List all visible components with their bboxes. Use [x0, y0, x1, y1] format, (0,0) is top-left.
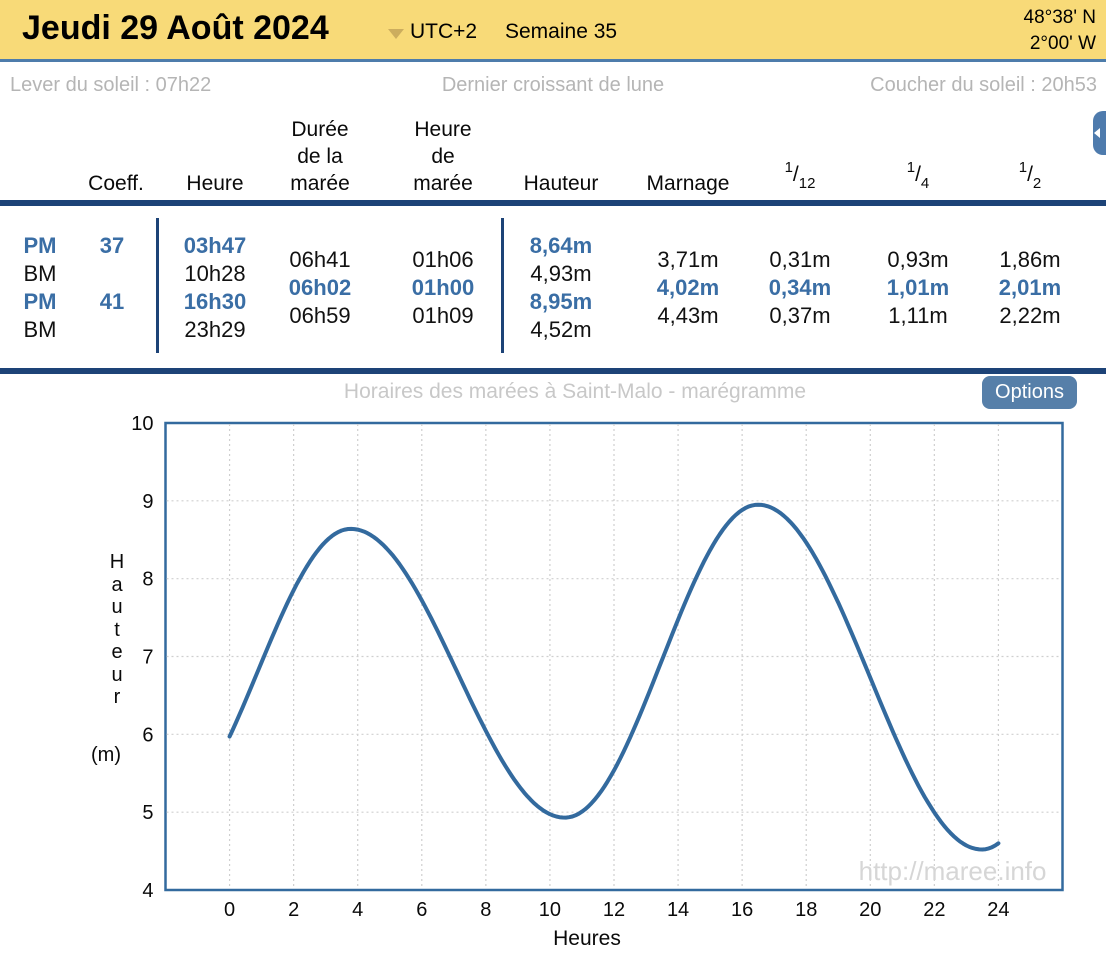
- tide-duration: 06h41: [289, 247, 351, 272]
- x-tick-label: 20: [859, 899, 881, 921]
- tide-curve: [227, 502, 1001, 852]
- x-tick-label: 10: [539, 899, 561, 921]
- col-header-half: 1/2: [1018, 159, 1042, 192]
- quarter-value: 1,01m: [886, 275, 950, 300]
- tide-time: 03h47: [183, 233, 247, 258]
- y-axis-unit: (m): [91, 744, 121, 766]
- twelfth-value: 0,31m: [769, 247, 831, 272]
- chart-title: Horaires des marées à Saint-Malo - marég…: [343, 380, 807, 403]
- y-axis-title: H a u t e u r: [109, 551, 125, 708]
- tide-chart: 10 9 8 7 6 5 4 0 2 4 6 8 10 12 14 16 18 20 22 24 http://mare…: [0, 412, 1106, 964]
- y-tick-label: 4: [142, 880, 153, 902]
- x-tick-label: 12: [603, 899, 625, 921]
- y-tick-label: 6: [142, 724, 153, 746]
- y-tick-label: 10: [131, 413, 153, 435]
- half-value: 2,01m: [998, 275, 1062, 300]
- watermark: http://maree.info: [859, 856, 1047, 886]
- latitude-label: 48°38' N: [1023, 7, 1097, 28]
- x-tick-label: 16: [731, 899, 753, 921]
- tide-hour-rule: 01h09: [412, 303, 474, 328]
- divider-rule-top: [0, 200, 1106, 206]
- tide-height: 4,93m: [530, 261, 592, 286]
- column-separator: [156, 218, 159, 353]
- x-tick-label: 22: [923, 899, 945, 921]
- twelfth-value: 0,34m: [768, 275, 832, 300]
- tide-duration: 06h02: [288, 275, 352, 300]
- tide-time: 16h30: [183, 289, 247, 314]
- col-header-quarter: 1/4: [906, 159, 930, 192]
- y-tick-label: 5: [142, 802, 153, 824]
- column-separator: [501, 218, 504, 353]
- y-tick-label: 8: [142, 569, 153, 591]
- x-tick-label: 8: [480, 899, 491, 921]
- col-header-heure: Heure: [186, 172, 244, 195]
- tide-height: 4,52m: [530, 317, 592, 342]
- x-tick-label: 24: [987, 899, 1009, 921]
- tide-type-label: BM: [23, 261, 57, 286]
- tide-type-label: PM: [23, 289, 57, 314]
- header-bar: Jeudi 29 Août 2024 UTC+2 Semaine 35 48°3…: [0, 0, 1106, 62]
- tide-height: 8,64m: [529, 233, 593, 258]
- tide-coefficient: 41: [99, 289, 125, 314]
- tide-hour-rule: 01h06: [412, 247, 474, 272]
- col-header-marnage: Marnage: [646, 172, 730, 195]
- tide-duration: 06h59: [289, 303, 351, 328]
- week-label: Semaine 35: [505, 20, 618, 43]
- date-title[interactable]: Jeudi 29 Août 2024: [22, 9, 329, 47]
- coordinates: 48°38' N 2°00' W: [1024, 5, 1097, 57]
- timezone-label: UTC+2: [410, 20, 478, 43]
- x-tick-label: 0: [224, 899, 235, 921]
- tide-range: 4,43m: [657, 303, 719, 328]
- quarter-value: 0,93m: [887, 247, 949, 272]
- tide-table-header: Coeff. Heure Durée de la marée Heure de …: [0, 105, 1106, 197]
- collapse-panel-tab[interactable]: [1093, 111, 1106, 155]
- sunrise-label: Lever du soleil : 07h22: [10, 74, 212, 96]
- tide-range: 3,71m: [657, 247, 719, 272]
- x-tick-label: 6: [416, 899, 427, 921]
- x-tick-label: 18: [795, 899, 817, 921]
- longitude-label: 2°00' W: [1029, 33, 1096, 54]
- x-axis-title: Heures: [553, 927, 621, 950]
- y-tick-label: 7: [142, 647, 153, 669]
- x-tick-label: 2: [288, 899, 299, 921]
- tide-height: 8,95m: [529, 289, 593, 314]
- tide-table-body: PM 37 03h47 8,64m BM 10h28 4,93m PM 41 16h30 8,95m…: [0, 210, 1106, 360]
- moon-phase-label: Dernier croissant de lune: [441, 74, 665, 96]
- quarter-value: 1,11m: [888, 303, 948, 328]
- twelfth-value: 0,37m: [769, 303, 831, 328]
- col-header-duree: Durée de la marée: [290, 118, 350, 195]
- tide-coefficient: 37: [99, 233, 125, 258]
- chevron-down-icon[interactable]: [388, 29, 404, 39]
- options-button[interactable]: Options: [982, 376, 1077, 409]
- x-tick-label: 14: [667, 899, 689, 921]
- y-tick-label: 9: [142, 491, 153, 513]
- col-header-twelfth: 1/12: [784, 159, 816, 192]
- tide-time: 10h28: [184, 261, 246, 286]
- tide-hour-rule: 01h00: [411, 275, 475, 300]
- tide-range: 4,02m: [656, 275, 720, 300]
- sunset-label: Coucher du soleil : 20h53: [870, 74, 1097, 96]
- half-value: 1,86m: [999, 247, 1061, 272]
- col-header-coeff: Coeff.: [88, 172, 144, 195]
- col-header-heure-maree: Heure de marée: [413, 118, 473, 195]
- divider-rule-chart: [0, 368, 1106, 374]
- col-header-hauteur: Hauteur: [523, 172, 599, 195]
- half-value: 2,22m: [999, 303, 1061, 328]
- tide-type-label: PM: [23, 233, 57, 258]
- chevron-left-icon: [1094, 128, 1100, 138]
- x-tick-label: 4: [352, 899, 363, 921]
- tide-type-label: BM: [23, 317, 57, 342]
- tide-time: 23h29: [184, 317, 246, 342]
